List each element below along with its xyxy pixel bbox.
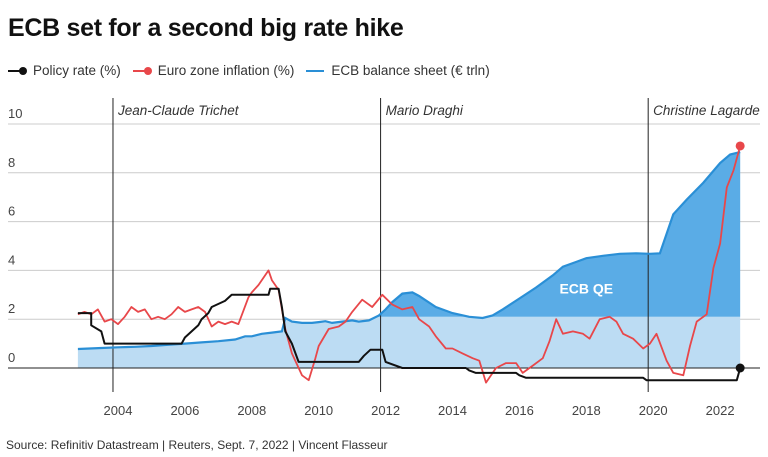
x-tick-label: 2008	[237, 403, 266, 418]
y-tick-label: 0	[8, 350, 15, 365]
balance-sheet-line	[77, 151, 741, 351]
balance-sheet-swatch-icon	[306, 66, 326, 76]
x-tick-label: 2020	[639, 403, 668, 418]
y-tick-label: 6	[8, 204, 15, 219]
y-tick-label: 8	[8, 155, 15, 170]
source-note: Source: Refinitiv Datastream | Reuters, …	[6, 438, 388, 452]
balance-sheet-area	[77, 152, 741, 368]
end-markers	[735, 141, 745, 373]
y-tick-label: 10	[8, 106, 22, 121]
legend-label-balance-sheet: ECB balance sheet (€ trln)	[331, 63, 490, 78]
x-tick-label: 2004	[104, 403, 133, 418]
y-tick-label: 4	[8, 252, 15, 267]
balance-sheet-area-light	[77, 316, 741, 368]
x-tick-label: 2006	[170, 403, 199, 418]
legend-item-balance-sheet: ECB balance sheet (€ trln)	[306, 63, 490, 78]
series-lines	[77, 145, 742, 384]
qe-area-label: ECB QE	[559, 281, 613, 297]
x-tick-label: 2016	[505, 403, 534, 418]
policy-rate-line	[77, 287, 742, 382]
legend-label-policy-rate: Policy rate (%)	[33, 63, 121, 78]
policy-rate-swatch-icon	[8, 66, 28, 76]
inflation-swatch-icon	[132, 66, 153, 76]
x-axis-ticks: 2004 2006 2008 2010 2012 2014 2016 2018 2020 2022	[104, 403, 735, 418]
policy-rate-end-marker	[735, 363, 745, 373]
legend-label-inflation: Euro zone inflation (%)	[157, 63, 295, 78]
inflation-line	[77, 145, 742, 384]
x-tick-label: 2022	[706, 403, 735, 418]
y-axis-ticks: 0 2 4 6 8 10	[8, 106, 22, 365]
annotations: Jean-Claude Trichet Mario Draghi Christine…	[117, 103, 760, 297]
x-tick-label: 2018	[572, 403, 601, 418]
legend: Policy rate (%) Euro zone inflation (%) …	[8, 63, 502, 78]
chart-title: ECB set for a second big rate hike	[8, 14, 404, 42]
era-label: Jean-Claude Trichet	[117, 103, 240, 118]
y-tick-label: 2	[8, 301, 15, 316]
x-tick-label: 2010	[304, 403, 333, 418]
era-label: Mario Draghi	[386, 103, 464, 118]
inflation-end-marker	[735, 141, 745, 151]
x-tick-label: 2012	[371, 403, 400, 418]
legend-item-policy-rate: Policy rate (%)	[8, 63, 121, 78]
chart-svg: 0 2 4 6 8 10 2004 2006 2008 2010 2012 2014 2016 2018…	[8, 98, 760, 418]
balance-sheet-area-qe	[376, 152, 741, 317]
era-label: Christine Lagarde	[653, 103, 760, 118]
x-tick-label: 2014	[438, 403, 467, 418]
legend-item-inflation: Euro zone inflation (%)	[132, 63, 295, 78]
